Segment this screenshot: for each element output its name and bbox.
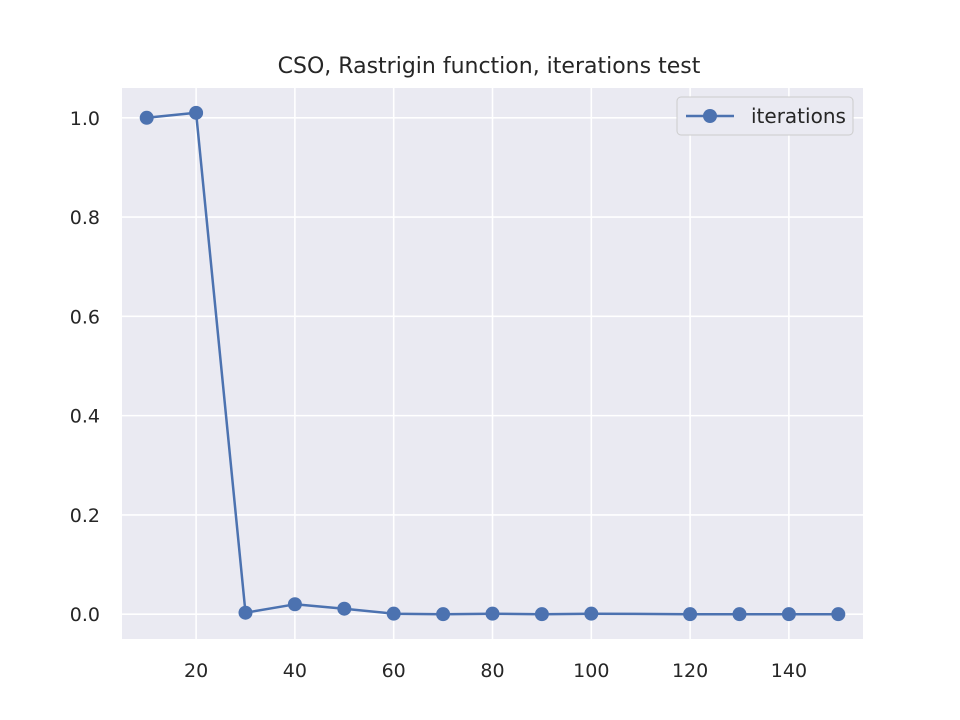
series-line [146,111,839,616]
data-point [485,606,500,621]
y-tick-label: 0.2 [70,505,100,527]
y-tick-label: 0.4 [70,406,100,428]
x-tick-label: 120 [672,660,708,682]
y-tick-label: 0.6 [70,306,100,328]
y-tick-label: 0.8 [70,207,100,229]
legend: iterations [676,96,854,136]
data-point [534,607,549,622]
x-tick-label: 20 [184,660,208,682]
legend-label: iterations [751,104,846,128]
data-point [238,605,253,620]
legend-marker [703,109,717,123]
legend-box [676,96,854,136]
data-point [584,606,599,621]
y-tick-label: 1.0 [70,108,100,130]
data-point [189,105,204,120]
data-point [386,606,401,621]
x-tick-label: 140 [771,660,807,682]
data-point [831,607,846,622]
data-point [287,597,302,612]
series-layer [139,105,846,622]
data-point [337,601,352,616]
y-tick-labels: 0.0 0.2 0.4 0.6 0.8 1.0 [70,108,100,626]
x-tick-label: 60 [382,660,406,682]
data-point [683,607,698,622]
data-point [139,110,154,125]
x-tick-labels: 20 40 60 80 100 120 140 [184,660,807,682]
chart-title: CSO, Rastrigin function, iterations test [278,54,701,79]
y-tick-label: 0.0 [70,604,100,626]
x-tick-label: 40 [283,660,307,682]
data-point [436,607,451,622]
x-tick-label: 100 [573,660,609,682]
data-point [732,607,747,622]
x-tick-label: 80 [480,660,504,682]
data-point [781,607,796,622]
